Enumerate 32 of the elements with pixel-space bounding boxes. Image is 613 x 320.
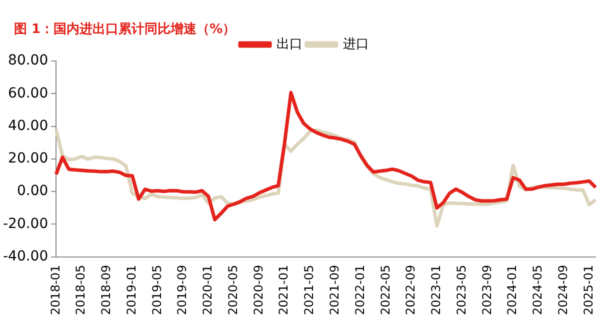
x-tick-label: 2024-09 <box>556 264 570 315</box>
x-tick-label: 2022-05 <box>378 264 392 315</box>
y-tick-label: 0.00 <box>16 183 48 200</box>
x-tick-label: 2025-01 <box>581 264 596 315</box>
x-tick-label: 2021-05 <box>302 264 316 315</box>
legend-label: 出口 <box>276 36 302 52</box>
y-tick-label: -40.00 <box>2 248 48 264</box>
x-tick-label: 2023-01 <box>429 264 444 315</box>
x-tick-label: 2021-09 <box>328 264 342 315</box>
x-tick-label: 2023-05 <box>454 264 468 315</box>
y-tick-label: 60.00 <box>8 85 48 102</box>
x-tick-label: 2019-09 <box>175 264 190 315</box>
x-tick-label: 2018-01 <box>48 264 62 315</box>
x-tick-label: 2020-01 <box>200 264 215 315</box>
x-tick-label: 2024-01 <box>505 264 520 315</box>
x-tick-label: 2020-05 <box>226 264 240 315</box>
x-tick-label: 2018-09 <box>99 264 114 315</box>
y-tick-label: 80.00 <box>8 52 48 69</box>
x-tick-label: 2021-01 <box>276 264 291 315</box>
y-tick-label: -20.00 <box>2 216 48 232</box>
chart-title: 图 1：国内进出口累计同比增速（%） <box>14 21 236 38</box>
x-tick-label: 2018-05 <box>74 264 88 315</box>
x-tick-label: 2024-05 <box>530 264 545 315</box>
x-tick-label: 2019-05 <box>150 264 164 315</box>
legend-label: 进口 <box>343 36 369 52</box>
y-tick-label: 20.00 <box>8 150 48 167</box>
x-tick-label: 2023-09 <box>480 264 494 315</box>
x-tick-label: 2022-01 <box>352 264 367 315</box>
x-tick-label: 2022-09 <box>404 264 418 315</box>
x-tick-label: 2020-09 <box>251 264 266 315</box>
x-tick-label: 2019-01 <box>124 264 138 315</box>
y-tick-label: 40.00 <box>8 118 48 134</box>
